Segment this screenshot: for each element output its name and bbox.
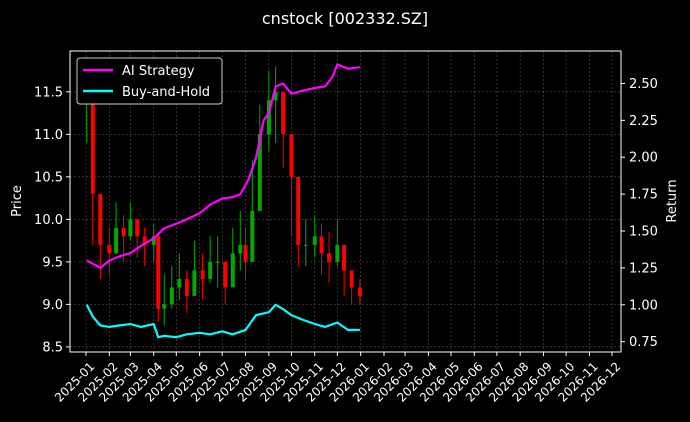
price-candle (98, 193, 103, 245)
price-candle (296, 176, 301, 245)
price-candle (342, 244, 347, 271)
series-line-ai-strategy (86, 63, 361, 269)
price-candle (312, 236, 317, 245)
legend: AI Strategy Buy-and-Hold (76, 57, 223, 105)
y-left-tick-label: 9.5 (42, 255, 63, 270)
y-axis-label-left: Price (10, 185, 25, 217)
y-right-tick-label: 1.50 (629, 225, 658, 240)
price-candle (142, 236, 147, 245)
price-candle (114, 227, 119, 254)
price-candle (90, 83, 95, 194)
price-candle (200, 270, 205, 279)
price-candle (192, 270, 197, 296)
plot-frame (69, 50, 622, 353)
price-candle (162, 304, 167, 309)
price-candle (303, 244, 308, 246)
price-candle (230, 253, 235, 288)
price-candle (156, 236, 161, 309)
price-candle (250, 210, 255, 262)
price-candle (319, 236, 324, 254)
chart-title: cnstock [002332.SZ] (262, 9, 428, 28)
price-candle (169, 287, 174, 305)
y-right-tick-label: 1.00 (629, 298, 658, 313)
price-candle (327, 253, 332, 262)
price-candle (335, 244, 340, 262)
price-candle (243, 244, 248, 262)
return-lines (85, 63, 361, 339)
y-right-tick-label: 2.25 (629, 114, 658, 129)
right-axis: 0.75 1.00 1.25 1.50 1.75 2.00 2.25 2.50 (621, 77, 658, 350)
y-left-tick-label: 10.0 (34, 213, 63, 228)
price-candle (257, 134, 262, 211)
price-candle (266, 100, 271, 135)
y-left-tick-label: 11.5 (34, 85, 63, 100)
price-candle (357, 287, 362, 296)
price-candle (107, 244, 112, 254)
price-candle (135, 219, 140, 237)
y-left-tick-label: 10.5 (34, 170, 63, 185)
y-axis-label-right: Return (665, 179, 680, 222)
y-right-tick-label: 2.50 (629, 77, 658, 92)
y-right-tick-label: 1.75 (629, 188, 658, 203)
y-left-tick-label: 11.0 (34, 128, 63, 143)
price-candle (121, 227, 126, 237)
y-right-tick-label: 2.00 (629, 151, 658, 166)
price-candle (289, 134, 294, 177)
y-left-tick-label: 8.5 (42, 340, 63, 355)
price-candle (177, 278, 182, 288)
series-line-buy-and-hold (85, 303, 360, 339)
price-candle (184, 278, 189, 296)
price-candle (281, 91, 286, 135)
price-candle (215, 261, 220, 263)
price-candle (273, 91, 278, 101)
y-left-tick-label: 9.0 (42, 298, 63, 313)
left-axis: 8.5 9.0 9.5 10.0 10.5 11.0 11.5 (34, 85, 70, 355)
price-candle (151, 236, 156, 245)
y-right-tick-label: 1.25 (629, 261, 658, 276)
price-candle (208, 261, 213, 279)
price-candle (223, 261, 228, 288)
legend-label-buy-and-hold: Buy-and-Hold (122, 85, 210, 100)
legend-label-ai-strategy: AI Strategy (122, 64, 195, 79)
price-candle (128, 219, 133, 237)
price-candle (238, 244, 243, 254)
y-right-tick-label: 0.75 (629, 335, 658, 350)
legend-box (76, 57, 223, 105)
price-candles (84, 66, 362, 326)
price-candle (349, 270, 354, 288)
